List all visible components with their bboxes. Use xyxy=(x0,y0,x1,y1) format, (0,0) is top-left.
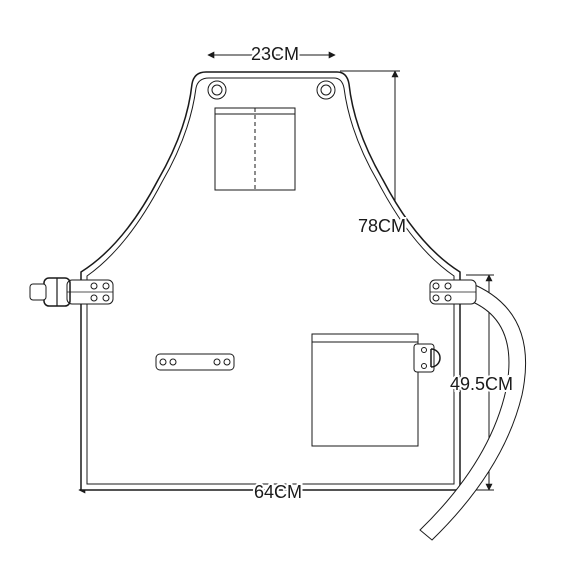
chest-pocket xyxy=(215,108,295,190)
side-tab-right-rivet-0 xyxy=(433,283,439,289)
side-tab-right-rivet-1 xyxy=(445,283,451,289)
grommet-0 xyxy=(208,81,226,99)
dim-label: 64CM xyxy=(254,482,302,502)
buckle-strap-end xyxy=(30,284,46,300)
tool-loop-rivet-0 xyxy=(160,359,166,365)
side-tab-right-rivet-3 xyxy=(445,295,451,301)
hip-pocket xyxy=(312,334,418,446)
tool-loop xyxy=(156,354,234,370)
dim-label: 49.5CM xyxy=(450,374,513,394)
grommet-1 xyxy=(317,81,335,99)
tool-loop-rivet-3 xyxy=(224,359,230,365)
side-tab-left-rivet-1 xyxy=(103,283,109,289)
dim-label: 78CM xyxy=(358,216,406,236)
hip-tab-rivet-0 xyxy=(422,348,427,353)
dim-label: 23CM xyxy=(251,44,299,64)
side-tab-left-rivet-0 xyxy=(91,283,97,289)
tool-loop-rivet-2 xyxy=(214,359,220,365)
hip-tab-rivet-1 xyxy=(422,364,427,369)
side-tab-left-rivet-3 xyxy=(103,295,109,301)
side-tab-left-rivet-2 xyxy=(91,295,97,301)
side-tab-right-rivet-2 xyxy=(433,295,439,301)
tool-loop-rivet-1 xyxy=(170,359,176,365)
